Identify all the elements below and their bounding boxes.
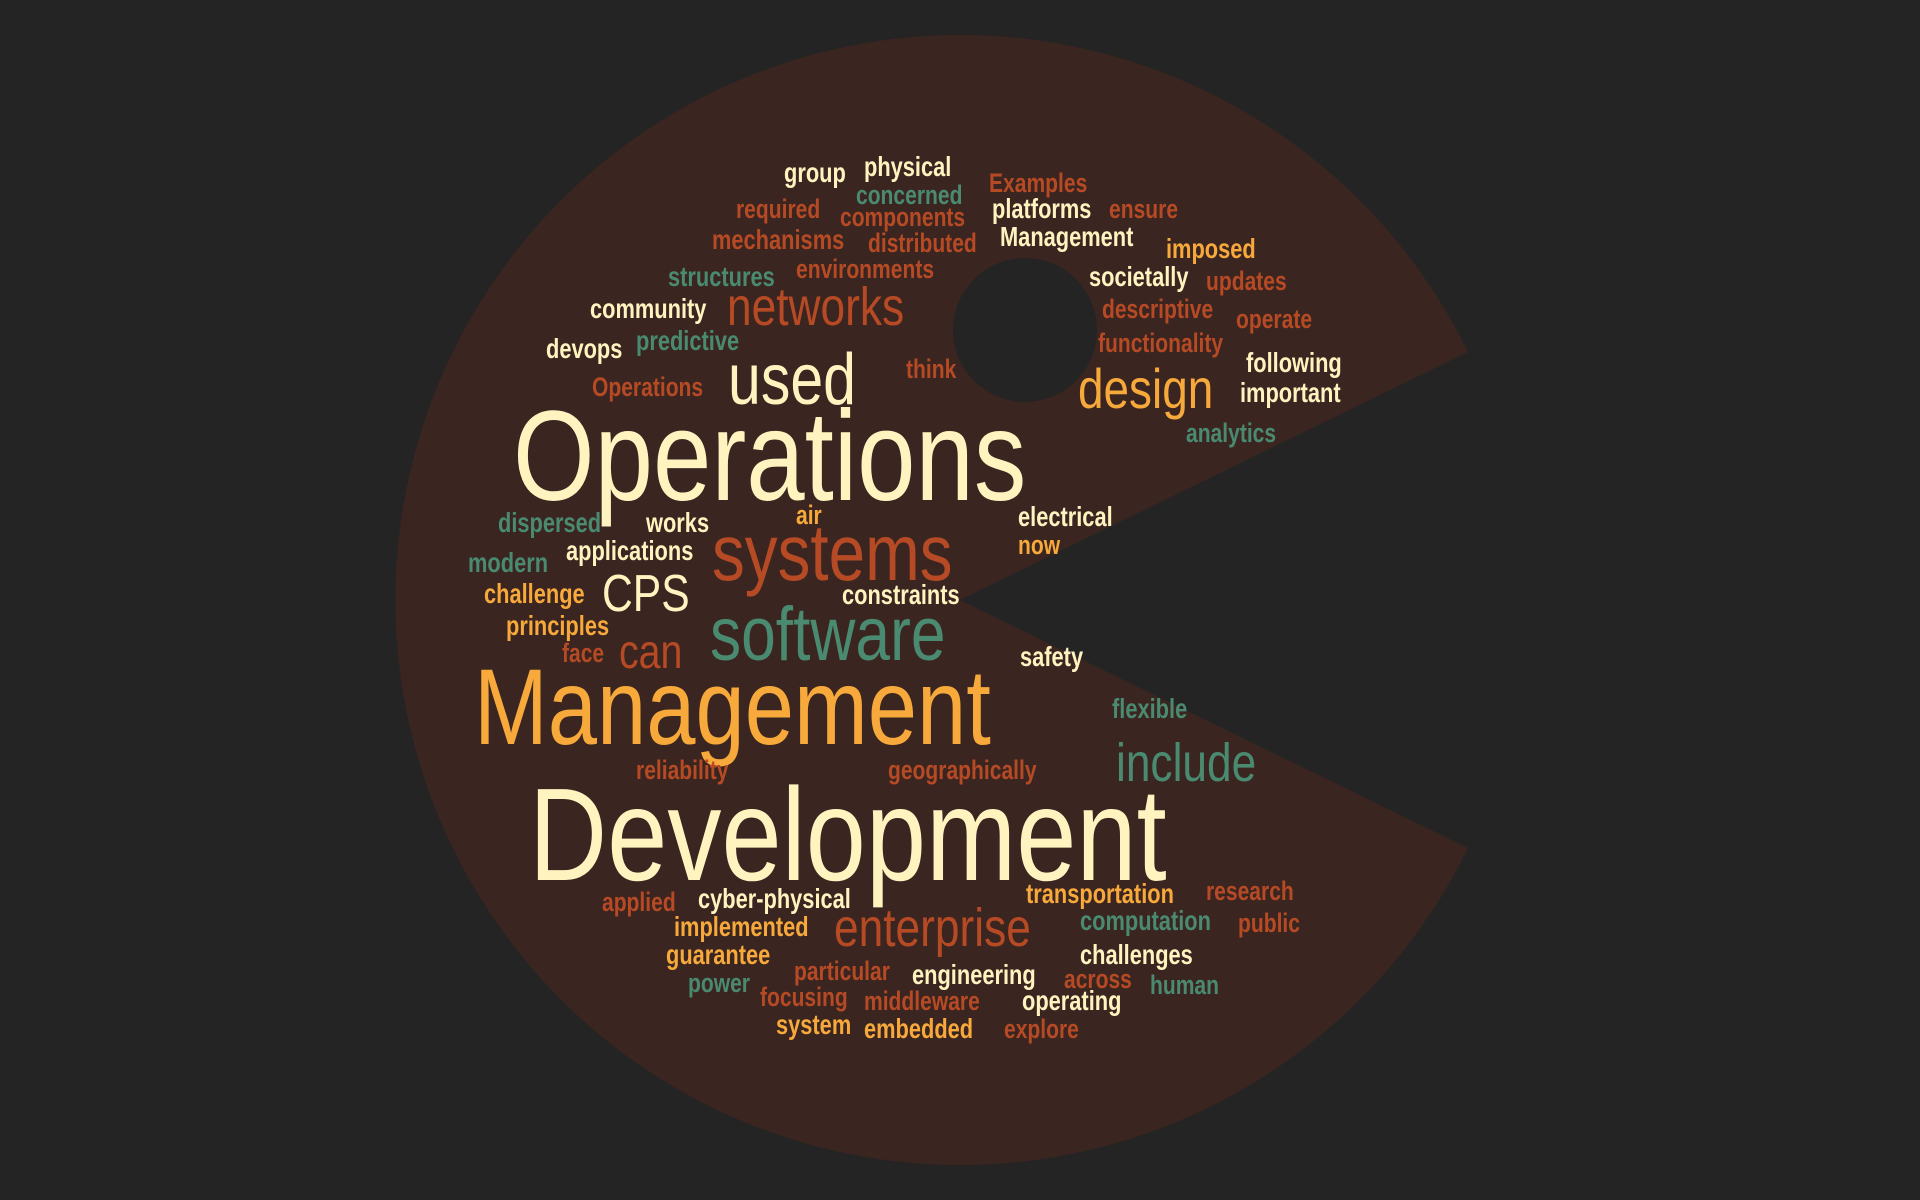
word-societally: societally <box>1089 261 1189 292</box>
word-particular: particular <box>794 957 890 987</box>
word-modern: modern <box>468 547 548 578</box>
word-analytics: analytics <box>1186 419 1276 449</box>
word-cps: CPS <box>602 565 690 623</box>
word-challenges: challenges <box>1080 939 1193 970</box>
word-following: following <box>1246 347 1342 378</box>
word-embedded: embedded <box>864 1013 973 1044</box>
word-focusing: focusing <box>760 983 848 1013</box>
word-think: think <box>906 355 957 385</box>
word-guarantee: guarantee <box>666 939 770 970</box>
word-challenge: challenge <box>484 578 585 609</box>
word-engineering: engineering <box>912 959 1036 990</box>
word-software: software <box>710 591 945 676</box>
word-components: components <box>840 203 965 233</box>
word-operations: Operations <box>513 384 1026 527</box>
word-examples: Examples <box>989 169 1087 199</box>
word-required: required <box>736 195 820 225</box>
word-mechanisms: mechanisms <box>712 224 844 255</box>
word-reliability: reliability <box>636 756 729 786</box>
word-transportation: transportation <box>1026 878 1174 909</box>
word-public: public <box>1238 909 1300 939</box>
word-flexible: flexible <box>1112 693 1187 724</box>
word-predictive: predictive <box>636 325 739 356</box>
word-important: important <box>1240 377 1341 408</box>
word-middleware: middleware <box>864 987 980 1017</box>
word-cyber-physical: cyber-physical <box>698 883 851 914</box>
word-updates: updates <box>1206 267 1287 297</box>
word-across: across <box>1064 965 1132 995</box>
word-operating: operating <box>1022 985 1121 1016</box>
word-physical: physical <box>864 151 951 182</box>
word-electrical: electrical <box>1018 501 1113 532</box>
word-geographically: geographically <box>888 756 1037 786</box>
word-power: power <box>688 969 750 999</box>
word-implemented: implemented <box>674 911 809 942</box>
word-development: Development <box>529 761 1167 909</box>
word-functionality: functionality <box>1098 329 1224 359</box>
word-structures: structures <box>668 261 775 292</box>
word-operations: Operations <box>592 373 703 403</box>
word-networks: networks <box>727 277 904 337</box>
word-applications: applications <box>566 535 693 566</box>
word-human: human <box>1150 971 1219 1001</box>
word-ensure: ensure <box>1109 195 1178 225</box>
word-face: face <box>562 639 604 669</box>
word-explore: explore <box>1004 1015 1079 1045</box>
word-platforms: platforms <box>992 193 1091 224</box>
word-management: Management <box>474 647 991 767</box>
word-include: include <box>1116 733 1256 793</box>
word-research: research <box>1206 877 1294 907</box>
word-group: group <box>784 157 846 188</box>
word-now: now <box>1018 531 1060 561</box>
word-air: air <box>796 501 822 531</box>
pacman-eye <box>953 258 1097 402</box>
word-used: used <box>728 338 856 419</box>
word-systems: systems <box>712 508 953 598</box>
word-management: Management <box>1000 221 1134 252</box>
word-design: design <box>1078 358 1213 420</box>
word-works: works <box>645 507 709 538</box>
pacman-shape <box>395 35 1468 1166</box>
word-operate: operate <box>1236 305 1312 335</box>
word-applied: applied <box>602 888 676 918</box>
word-can: can <box>619 625 682 679</box>
word-constraints: constraints <box>842 579 960 610</box>
word-dispersed: dispersed <box>498 507 601 538</box>
word-system: system <box>776 1009 851 1040</box>
word-distributed: distributed <box>868 229 977 259</box>
word-layer: DevelopmentOperationsManagementsoftwares… <box>468 151 1342 1044</box>
word-safety: safety <box>1020 641 1083 672</box>
word-principles: principles <box>506 610 609 641</box>
word-devops: devops <box>546 333 622 364</box>
word-concerned: concerned <box>856 181 962 211</box>
word-descriptive: descriptive <box>1102 295 1213 325</box>
word-environments: environments <box>796 255 934 285</box>
word-imposed: imposed <box>1166 233 1256 264</box>
word-computation: computation <box>1080 905 1211 936</box>
word-community: community <box>590 293 706 324</box>
word-enterprise: enterprise <box>834 898 1031 958</box>
